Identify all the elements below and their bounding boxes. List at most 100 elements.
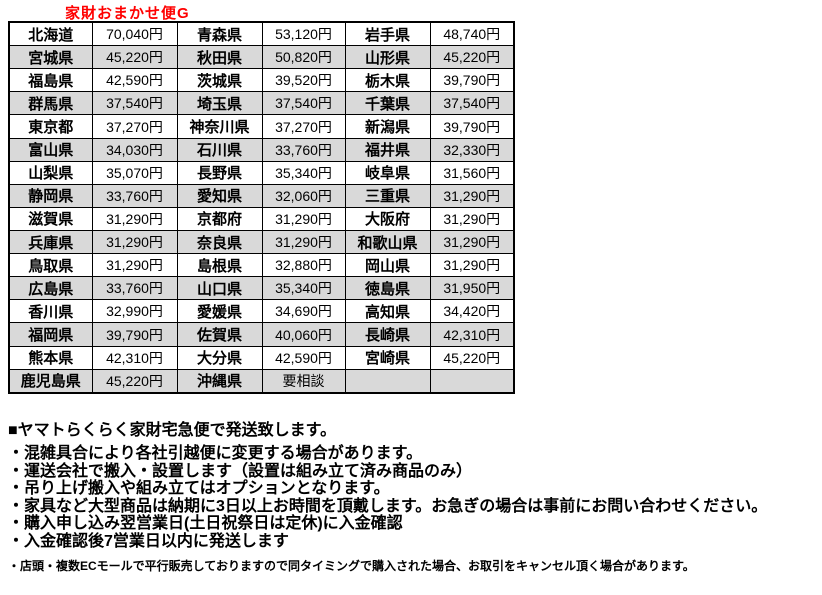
price-cell: 31,290円 <box>91 253 178 278</box>
price-cell: 31,290円 <box>261 206 346 232</box>
prefecture-cell: 茨城県 <box>176 68 263 93</box>
prefecture-cell: 奈良県 <box>176 230 263 255</box>
prefecture-cell: 青森県 <box>176 21 263 47</box>
price-cell: 50,820円 <box>261 45 346 70</box>
prefecture-cell: 鳥取県 <box>8 253 93 278</box>
table-title: 家財おまかせ便G <box>65 5 190 22</box>
price-cell: 32,990円 <box>91 299 178 324</box>
table-row: 兵庫県 31,290円 奈良県 31,290円 和歌山県 31,290円 <box>8 230 515 255</box>
prefecture-cell: 愛知県 <box>176 183 263 208</box>
prefecture-cell: 佐賀県 <box>176 322 263 347</box>
shipping-notes-heading: ■ヤマトらくらく家財宅急便で発送致します。 <box>8 422 337 439</box>
price-cell: 39,520円 <box>261 68 346 93</box>
prefecture-cell: 神奈川県 <box>176 114 263 139</box>
price-cell: 45,220円 <box>91 45 178 70</box>
note-line: ・購入申し込み翌営業日(土日祝祭日は定休)に入金確認 <box>8 515 403 532</box>
prefecture-cell: 愛媛県 <box>176 299 263 324</box>
table-row: 鹿児島県 45,220円 沖縄県 要相談 <box>8 368 515 394</box>
price-cell: 31,290円 <box>429 230 515 255</box>
price-cell: 39,790円 <box>91 322 178 347</box>
price-cell: 34,690円 <box>261 299 346 324</box>
prefecture-cell: 福島県 <box>8 68 93 93</box>
prefecture-cell: 群馬県 <box>8 91 93 116</box>
price-cell: 35,070円 <box>91 160 178 185</box>
price-cell <box>429 368 515 394</box>
price-cell: 40,060円 <box>261 322 346 347</box>
price-cell: 35,340円 <box>261 160 346 185</box>
prefecture-cell: 埼玉県 <box>176 91 263 116</box>
table-row: 群馬県 37,540円 埼玉県 37,540円 千葉県 37,540円 <box>8 91 515 116</box>
prefecture-cell: 福井県 <box>344 137 431 162</box>
prefecture-cell: 富山県 <box>8 137 93 162</box>
prefecture-cell: 静岡県 <box>8 183 93 208</box>
price-cell: 31,950円 <box>429 276 515 301</box>
table-row: 鳥取県 31,290円 島根県 32,880円 岡山県 31,290円 <box>8 253 515 278</box>
price-cell: 42,590円 <box>261 345 346 370</box>
price-cell: 要相談 <box>261 368 346 394</box>
prefecture-cell: 石川県 <box>176 137 263 162</box>
shipping-fee-table-body: 北海道 70,040円 青森県 53,120円 岩手県 48,740円 宮城県 45,220円… <box>8 21 515 394</box>
note-line: ・混雑具合により各社引越便に変更する場合があります。 <box>8 445 423 462</box>
prefecture-cell: 滋賀県 <box>8 206 93 232</box>
prefecture-cell: 岡山県 <box>344 253 431 278</box>
prefecture-cell: 新潟県 <box>344 114 431 139</box>
price-cell: 37,540円 <box>429 91 515 116</box>
prefecture-cell: 兵庫県 <box>8 230 93 255</box>
prefecture-cell: 熊本県 <box>8 345 93 370</box>
shipping-fee-table: 北海道 70,040円 青森県 53,120円 岩手県 48,740円 宮城県 45,220円… <box>8 21 515 394</box>
table-row: 福島県 42,590円 茨城県 39,520円 栃木県 39,790円 <box>8 68 515 93</box>
prefecture-cell: 香川県 <box>8 299 93 324</box>
price-cell: 39,790円 <box>429 68 515 93</box>
price-cell: 70,040円 <box>91 21 178 47</box>
price-cell: 37,270円 <box>261 114 346 139</box>
prefecture-cell: 和歌山県 <box>344 230 431 255</box>
prefecture-cell: 島根県 <box>176 253 263 278</box>
prefecture-cell: 広島県 <box>8 276 93 301</box>
prefecture-cell: 山形県 <box>344 45 431 70</box>
table-row: 静岡県 33,760円 愛知県 32,060円 三重県 31,290円 <box>8 183 515 208</box>
note-line: ・運送会社で搬入・設置します（設置は組み立て済み商品のみ） <box>8 462 473 480</box>
prefecture-cell: 高知県 <box>344 299 431 324</box>
table-row: 福岡県 39,790円 佐賀県 40,060円 長崎県 42,310円 <box>8 322 515 347</box>
price-cell: 37,540円 <box>261 91 346 116</box>
prefecture-cell: 京都府 <box>176 206 263 232</box>
prefecture-cell: 岩手県 <box>344 21 431 47</box>
table-row: 香川県 32,990円 愛媛県 34,690円 高知県 34,420円 <box>8 299 515 324</box>
price-cell: 34,030円 <box>91 137 178 162</box>
price-cell: 33,760円 <box>91 276 178 301</box>
price-cell: 45,220円 <box>429 345 515 370</box>
price-cell: 35,340円 <box>261 276 346 301</box>
price-cell: 32,060円 <box>261 183 346 208</box>
price-cell: 31,290円 <box>429 183 515 208</box>
prefecture-cell: 岐阜県 <box>344 160 431 185</box>
prefecture-cell: 大阪府 <box>344 206 431 232</box>
table-row: 滋賀県 31,290円 京都府 31,290円 大阪府 31,290円 <box>8 206 515 232</box>
prefecture-cell: 北海道 <box>8 21 93 47</box>
table-row: 広島県 33,760円 山口県 35,340円 徳島県 31,950円 <box>8 276 515 301</box>
prefecture-cell: 山口県 <box>176 276 263 301</box>
prefecture-cell: 三重県 <box>344 183 431 208</box>
note-line: ・家具など大型商品は納期に3日以上お時間を頂戴します。お急ぎの場合は事前にお問い… <box>8 497 768 515</box>
prefecture-cell: 沖縄県 <box>176 368 263 394</box>
table-row: 宮城県 45,220円 秋田県 50,820円 山形県 45,220円 <box>8 45 515 70</box>
price-cell: 45,220円 <box>429 45 515 70</box>
price-cell: 48,740円 <box>429 21 515 47</box>
price-cell: 39,790円 <box>429 114 515 139</box>
prefecture-cell: 徳島県 <box>344 276 431 301</box>
prefecture-cell: 宮城県 <box>8 45 93 70</box>
prefecture-cell: 長野県 <box>176 160 263 185</box>
price-cell: 45,220円 <box>91 368 178 394</box>
price-cell: 33,760円 <box>261 137 346 162</box>
price-cell: 31,290円 <box>91 206 178 232</box>
prefecture-cell: 福岡県 <box>8 322 93 347</box>
table-row: 東京都 37,270円 神奈川県 37,270円 新潟県 39,790円 <box>8 114 515 139</box>
price-cell: 53,120円 <box>261 21 346 47</box>
price-cell: 42,590円 <box>91 68 178 93</box>
note-line: ・吊り上げ搬入や組み立てはオプションとなります。 <box>8 480 390 497</box>
price-cell: 31,560円 <box>429 160 515 185</box>
table-row: 熊本県 42,310円 大分県 42,590円 宮崎県 45,220円 <box>8 345 515 370</box>
prefecture-cell: 山梨県 <box>8 160 93 185</box>
price-cell: 33,760円 <box>91 183 178 208</box>
price-cell: 34,420円 <box>429 299 515 324</box>
price-cell: 42,310円 <box>91 345 178 370</box>
